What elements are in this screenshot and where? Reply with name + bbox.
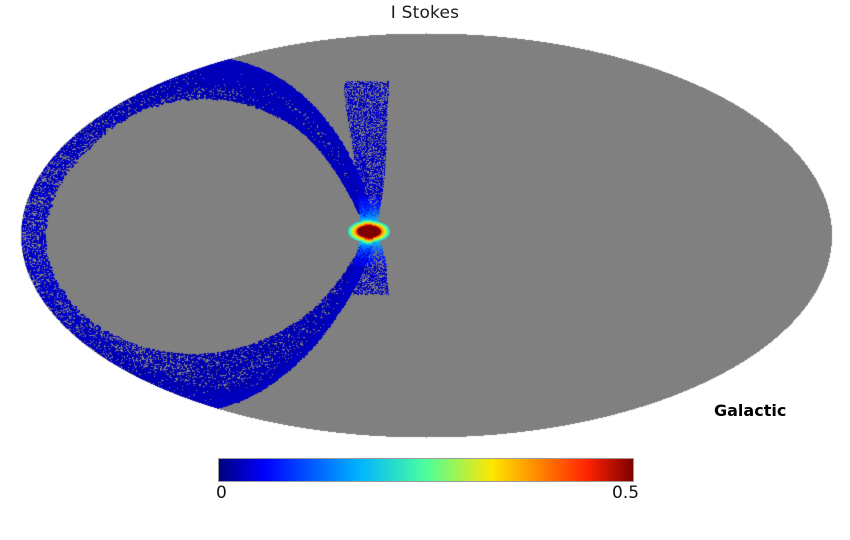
colorbar-gradient-strip — [218, 458, 634, 482]
colorbar-max-tick-label: 0.5 — [612, 483, 640, 503]
colorbar — [218, 458, 634, 482]
coordinate-system-label: Galactic — [714, 401, 787, 420]
colorbar-min-tick-label: 0 — [216, 483, 227, 503]
